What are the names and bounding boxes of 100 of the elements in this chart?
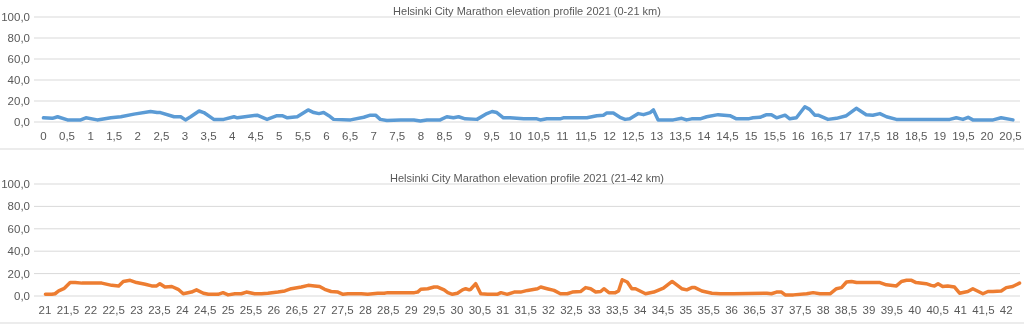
y-tick-label: 100,0	[1, 11, 30, 24]
x-tick-label: 38	[816, 304, 830, 316]
x-tick-label: 25,5	[239, 304, 263, 316]
x-tick-label: 32,5	[560, 304, 583, 316]
x-tick-label: 6,5	[342, 130, 359, 142]
x-tick-label: 35	[679, 304, 693, 316]
x-tick-label: 25	[221, 304, 235, 316]
x-tick-label: 9	[464, 130, 472, 142]
x-tick-label: 19,5	[952, 130, 975, 142]
y-tick-label: 40,0	[7, 74, 30, 87]
x-tick-label: 39	[862, 304, 876, 316]
x-tick-label: 13,5	[669, 130, 692, 142]
x-tick-label: 24	[175, 304, 190, 316]
y-tick-label: 100,0	[1, 178, 30, 191]
x-tick-label: 3	[181, 130, 189, 142]
x-tick-label: 17	[839, 130, 852, 142]
x-tick-label: 20,5	[999, 130, 1022, 142]
x-tick-label: 16,5	[810, 130, 834, 142]
x-tick-label: 0	[40, 130, 47, 142]
x-tick-label: 38,5	[834, 304, 858, 316]
y-tick-label: 80,0	[7, 32, 30, 45]
x-tick-label: 17,5	[857, 130, 881, 142]
y-tick-label: 60,0	[7, 222, 30, 235]
y-tick-label: 40,0	[7, 245, 30, 258]
x-tick-label: 36,5	[743, 304, 766, 316]
x-tick-label: 7,5	[389, 130, 406, 142]
x-tick-label: 14	[697, 130, 711, 142]
x-tick-label: 29,5	[422, 304, 446, 316]
x-tick-label: 34	[633, 304, 648, 316]
line-series	[43, 278, 1022, 297]
x-tick-label: 41,5	[972, 304, 995, 316]
x-tick-label: 33	[587, 304, 601, 316]
x-tick-label: 30,5	[468, 304, 492, 316]
x-tick-label: 18	[886, 130, 900, 142]
x-tick-label: 19	[933, 130, 947, 142]
x-tick-label: 22	[84, 304, 98, 316]
x-tick-label: 1	[87, 130, 94, 142]
x-tick-label: 40,5	[926, 304, 949, 316]
x-tick-label: 36	[725, 304, 739, 316]
x-tick-label: 21,5	[56, 304, 80, 316]
x-tick-label: 8,5	[436, 130, 453, 142]
x-tick-label: 22,5	[102, 304, 125, 316]
x-tick-label: 28	[359, 304, 372, 316]
x-tick-label: 11,5	[575, 130, 597, 142]
x-tick-label: 1,5	[106, 130, 123, 142]
x-tick-label: 40	[908, 304, 922, 316]
x-tick-label: 13	[650, 130, 664, 142]
x-tick-label: 4,5	[247, 130, 264, 142]
line-series	[41, 105, 1015, 123]
x-tick-label: 37	[770, 304, 784, 316]
x-tick-label: 11	[556, 130, 569, 142]
x-tick-label: 4	[228, 130, 236, 142]
y-tick-label: 0,0	[14, 290, 30, 303]
x-tick-label: 5	[276, 130, 283, 142]
x-tick-label: 14,5	[716, 130, 739, 142]
x-tick-label: 27,5	[331, 304, 354, 316]
x-tick-label: 5,5	[294, 130, 311, 142]
x-tick-label: 23,5	[148, 304, 171, 316]
y-tick-label: 60,0	[7, 53, 30, 66]
x-tick-label: 7	[370, 130, 377, 142]
x-tick-label: 35,5	[697, 304, 720, 316]
x-tick-label: 28,5	[377, 304, 400, 316]
y-tick-label: 80,0	[7, 200, 30, 213]
x-tick-label: 8	[417, 130, 425, 142]
y-tick-label: 20,0	[7, 95, 30, 108]
x-tick-label: 32	[542, 304, 555, 316]
x-tick-label: 12	[603, 130, 616, 142]
x-tick-label: 12,5	[621, 130, 645, 142]
x-tick-label: 42	[999, 304, 1013, 316]
x-tick-label: 34,5	[651, 304, 675, 316]
x-tick-label: 16	[791, 130, 805, 142]
x-tick-label: 3,5	[200, 130, 217, 142]
x-tick-label: 29	[404, 304, 418, 316]
chart-title: Helsinki City Marathon elevation profile 2021 (21-42 km)	[390, 172, 664, 184]
x-tick-label: 41	[954, 304, 967, 316]
y-tick-label: 20,0	[7, 267, 30, 280]
x-tick-label: 30	[450, 304, 464, 316]
x-tick-label: 6	[323, 130, 330, 142]
x-tick-label: 15,5	[763, 130, 786, 142]
x-tick-label: 20	[980, 130, 994, 142]
x-tick-label: 9,5	[483, 130, 500, 142]
x-tick-label: 26	[267, 304, 281, 316]
x-tick-label: 33,5	[605, 304, 629, 316]
y-tick-label: 0,0	[14, 116, 30, 129]
x-tick-label: 27	[313, 304, 327, 316]
x-tick-label: 31,5	[514, 304, 537, 316]
x-tick-label: 37,5	[789, 304, 812, 316]
x-tick-label: 23	[130, 304, 143, 316]
x-tick-label: 2,5	[153, 130, 170, 142]
x-tick-label: 0,5	[59, 130, 76, 142]
x-tick-label: 15	[744, 130, 758, 142]
x-tick-label: 10	[508, 130, 522, 142]
x-tick-label: 24,5	[194, 304, 217, 316]
x-tick-label: 21	[38, 304, 52, 316]
chart-title: Helsinki City Marathon elevation profile 2021 (0-21 km)	[393, 5, 661, 17]
x-tick-label: 10,5	[527, 130, 550, 142]
x-tick-label: 39,5	[880, 304, 904, 316]
x-tick-label: 2	[134, 130, 141, 142]
x-tick-label: 31	[496, 304, 510, 316]
x-tick-label: 26,5	[285, 304, 308, 316]
